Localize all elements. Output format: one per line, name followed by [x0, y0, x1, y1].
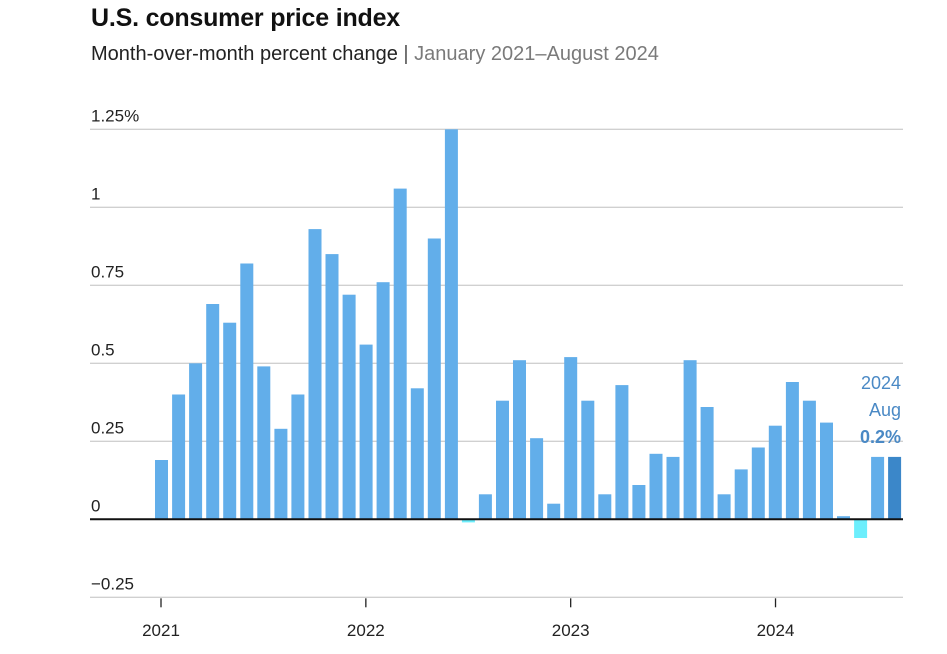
bar-dec-2023 — [751, 447, 765, 520]
bar-mar-2021 — [189, 363, 203, 520]
y-tick-label: −0.25 — [91, 574, 134, 593]
x-axis: 2021 2022 2023 2024 — [142, 598, 794, 640]
bar-sep-2021 — [291, 394, 305, 520]
bar-feb-2023 — [581, 400, 595, 520]
bar-feb-2021 — [172, 394, 186, 520]
bar-jul-2021 — [257, 366, 271, 520]
y-tick-label: 1 — [91, 184, 100, 203]
x-tick-label: 2024 — [757, 621, 795, 640]
bar-mar-2023 — [598, 494, 612, 520]
bar-jan-2023 — [564, 357, 578, 520]
annotation-value: 0.2% — [860, 427, 901, 447]
bar-nov-2022 — [530, 438, 544, 520]
y-tick-label: 0.5 — [91, 340, 115, 359]
bar-aug-2023 — [683, 360, 697, 520]
subtitle-date-range: January 2021–August 2024 — [414, 43, 659, 65]
bar-may-2022 — [427, 238, 441, 520]
bar-nov-2021 — [325, 254, 339, 520]
bar-aug-2022 — [478, 494, 492, 520]
bar-jan-2021 — [155, 460, 168, 520]
bar-jul-2023 — [666, 456, 680, 520]
bar-feb-2022 — [376, 282, 390, 520]
x-tick-label: 2021 — [142, 621, 180, 640]
chart-title: U.S. consumer price index — [91, 4, 400, 32]
bar-dec-2022 — [547, 503, 561, 520]
bar-jun-2024 — [854, 519, 868, 538]
bar-feb-2024 — [785, 382, 799, 520]
y-tick-label: 0.25 — [91, 418, 124, 437]
bar-aug-2021 — [274, 428, 288, 520]
bar-jul-2022 — [461, 519, 475, 523]
bar-jun-2023 — [649, 453, 663, 520]
bar-sep-2023 — [700, 407, 714, 520]
bar-apr-2024 — [820, 422, 833, 520]
latest-value-annotation: 2024 Aug 0.2% — [860, 373, 901, 447]
bar-mar-2022 — [393, 188, 407, 520]
bar-dec-2021 — [342, 294, 356, 520]
bar-oct-2023 — [717, 494, 731, 520]
bar-oct-2021 — [308, 229, 322, 520]
annotation-year: 2024 — [861, 373, 901, 393]
bar-jun-2022 — [444, 129, 458, 520]
y-tick-label: 0.75 — [91, 262, 124, 281]
x-tick-label: 2022 — [347, 621, 385, 640]
bar-aug-2024 — [888, 456, 902, 520]
y-tick-label: 0 — [91, 496, 100, 515]
bar-jan-2024 — [768, 425, 782, 520]
bar-apr-2023 — [615, 385, 629, 520]
bar-jul-2024 — [871, 456, 885, 520]
x-tick-label: 2023 — [552, 621, 590, 640]
bar-oct-2022 — [513, 360, 526, 520]
bar-jan-2022 — [359, 344, 373, 520]
bar-nov-2023 — [734, 469, 748, 520]
bar-jun-2021 — [240, 263, 254, 520]
bars — [155, 129, 902, 538]
y-axis-labels: 1.25% 1 0.75 0.5 0.25 0 −0.25 — [91, 106, 139, 593]
bar-mar-2024 — [802, 400, 816, 520]
annotation-month: Aug — [869, 400, 901, 420]
chart-subtitle: Month-over-month percent change | Januar… — [91, 43, 659, 66]
subtitle-separator: | — [403, 43, 409, 65]
bar-apr-2022 — [410, 388, 424, 520]
bar-may-2021 — [223, 322, 237, 520]
bar-apr-2021 — [206, 304, 220, 520]
bar-may-2024 — [837, 516, 850, 520]
bar-may-2023 — [632, 485, 646, 520]
bar-sep-2022 — [496, 400, 509, 520]
y-tick-label: 1.25% — [91, 106, 139, 125]
subtitle-main: Month-over-month percent change — [91, 43, 398, 65]
